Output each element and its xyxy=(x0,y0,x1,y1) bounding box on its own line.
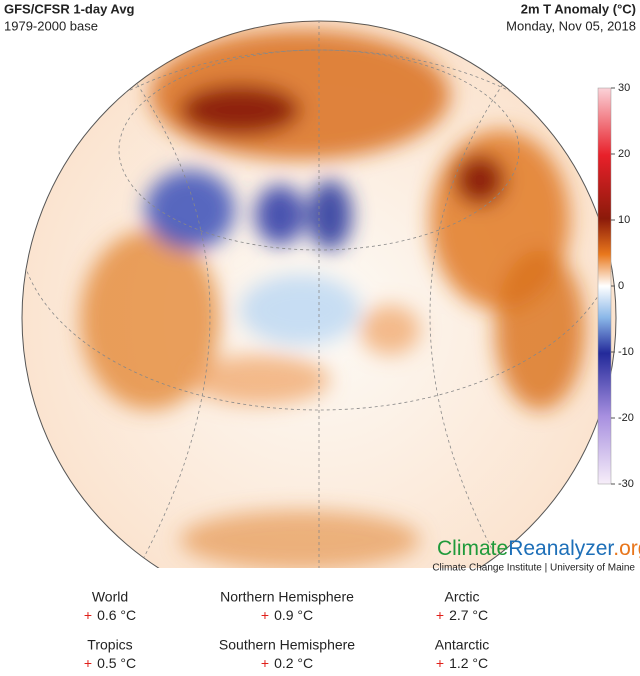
credit: Climate Change Institute | University of… xyxy=(432,563,635,574)
stat-sign: + xyxy=(436,607,444,623)
globe xyxy=(21,20,617,568)
stat-sign: + xyxy=(261,607,269,623)
date: Monday, Nov 05, 2018 xyxy=(506,18,636,33)
colorbar-label: -30 xyxy=(618,478,634,490)
subtitle: 1979-2000 base xyxy=(4,18,98,33)
stat-number: 2.7 °C xyxy=(449,607,488,623)
colorbar-label: -20 xyxy=(618,412,634,424)
stat-value: +0.6 °C xyxy=(84,607,136,623)
stat-sign: + xyxy=(84,655,92,671)
stat-sign: + xyxy=(261,655,269,671)
stat-region: Southern Hemisphere xyxy=(219,637,355,653)
variable: 2m T Anomaly (°C) xyxy=(521,1,636,16)
stat-region: Arctic xyxy=(445,589,480,605)
brand-org: .org xyxy=(613,537,640,560)
colorbar-label: 0 xyxy=(618,280,624,292)
stat-number: 0.6 °C xyxy=(97,607,136,623)
stat-value: +0.9 °C xyxy=(261,607,313,623)
colorbar-label: 30 xyxy=(618,82,630,94)
colorbar-label: 20 xyxy=(618,148,630,160)
stat-sign: + xyxy=(84,607,92,623)
stat-value: +0.2 °C xyxy=(261,655,313,671)
stat-number: 0.2 °C xyxy=(274,655,313,671)
stat-value: +2.7 °C xyxy=(436,607,488,623)
stat-value: +0.5 °C xyxy=(84,655,136,671)
colorbar xyxy=(597,87,612,485)
brand: ClimateReanalyzer.org xyxy=(437,537,640,560)
colorbar-label: 10 xyxy=(618,214,630,226)
stat-number: 1.2 °C xyxy=(449,655,488,671)
stat-number: 0.9 °C xyxy=(274,607,313,623)
stat-number: 0.5 °C xyxy=(97,655,136,671)
title: GFS/CFSR 1-day Avg xyxy=(4,1,135,16)
brand-climate: Climate xyxy=(437,537,508,560)
colorbar-label: -10 xyxy=(618,346,634,358)
stat-region: Antarctic xyxy=(435,637,489,653)
stat-region: Northern Hemisphere xyxy=(220,589,354,605)
stat-region: Tropics xyxy=(87,637,132,653)
stat-value: +1.2 °C xyxy=(436,655,488,671)
brand-reanalyzer: Reanalyzer xyxy=(508,537,614,560)
stat-region: World xyxy=(92,589,128,605)
stat-sign: + xyxy=(436,655,444,671)
